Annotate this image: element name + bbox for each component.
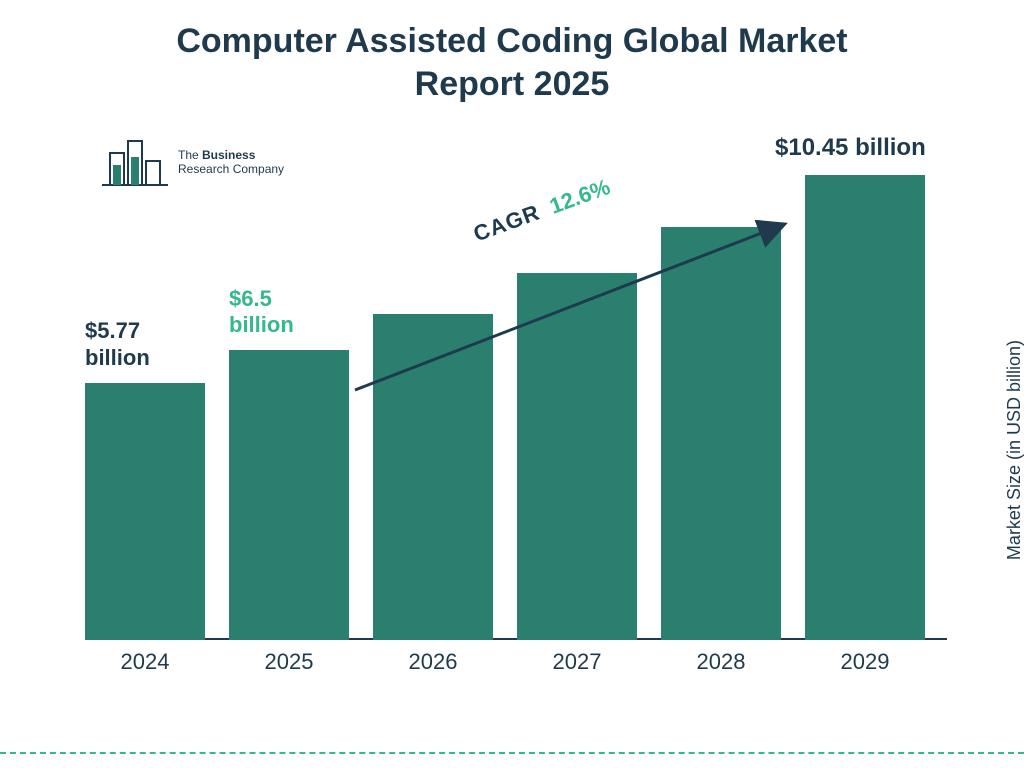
- page: Computer Assisted Coding Global Market R…: [0, 0, 1024, 768]
- value-annotation: $6.5billion: [229, 286, 359, 339]
- value-annotation: $5.77billion: [85, 318, 215, 371]
- x-tick-label: 2025: [229, 649, 349, 675]
- chart-title: Computer Assisted Coding Global Market R…: [0, 20, 1024, 105]
- y-axis-label: Market Size (in USD billion): [1004, 340, 1024, 560]
- title-line-2: Report 2025: [415, 65, 610, 103]
- bar: [805, 175, 925, 641]
- x-tick-label: 2029: [805, 649, 925, 675]
- bar: [229, 350, 349, 640]
- title-line-1: Computer Assisted Coding Global Market: [176, 22, 847, 60]
- cagr-annotation: CAGR 12.6%: [345, 220, 805, 400]
- x-tick-label: 2027: [517, 649, 637, 675]
- bar: [85, 383, 205, 640]
- bar-chart: 2024 2025 2026 2027 2028 2029 $5.77billion $6.5…: [85, 150, 945, 680]
- x-tick-label: 2024: [85, 649, 205, 675]
- trend-arrow-icon: [345, 220, 805, 400]
- x-tick-label: 2026: [373, 649, 493, 675]
- value-annotation: $10.45 billion: [775, 134, 975, 163]
- footer-divider: [0, 752, 1024, 754]
- x-tick-label: 2028: [661, 649, 781, 675]
